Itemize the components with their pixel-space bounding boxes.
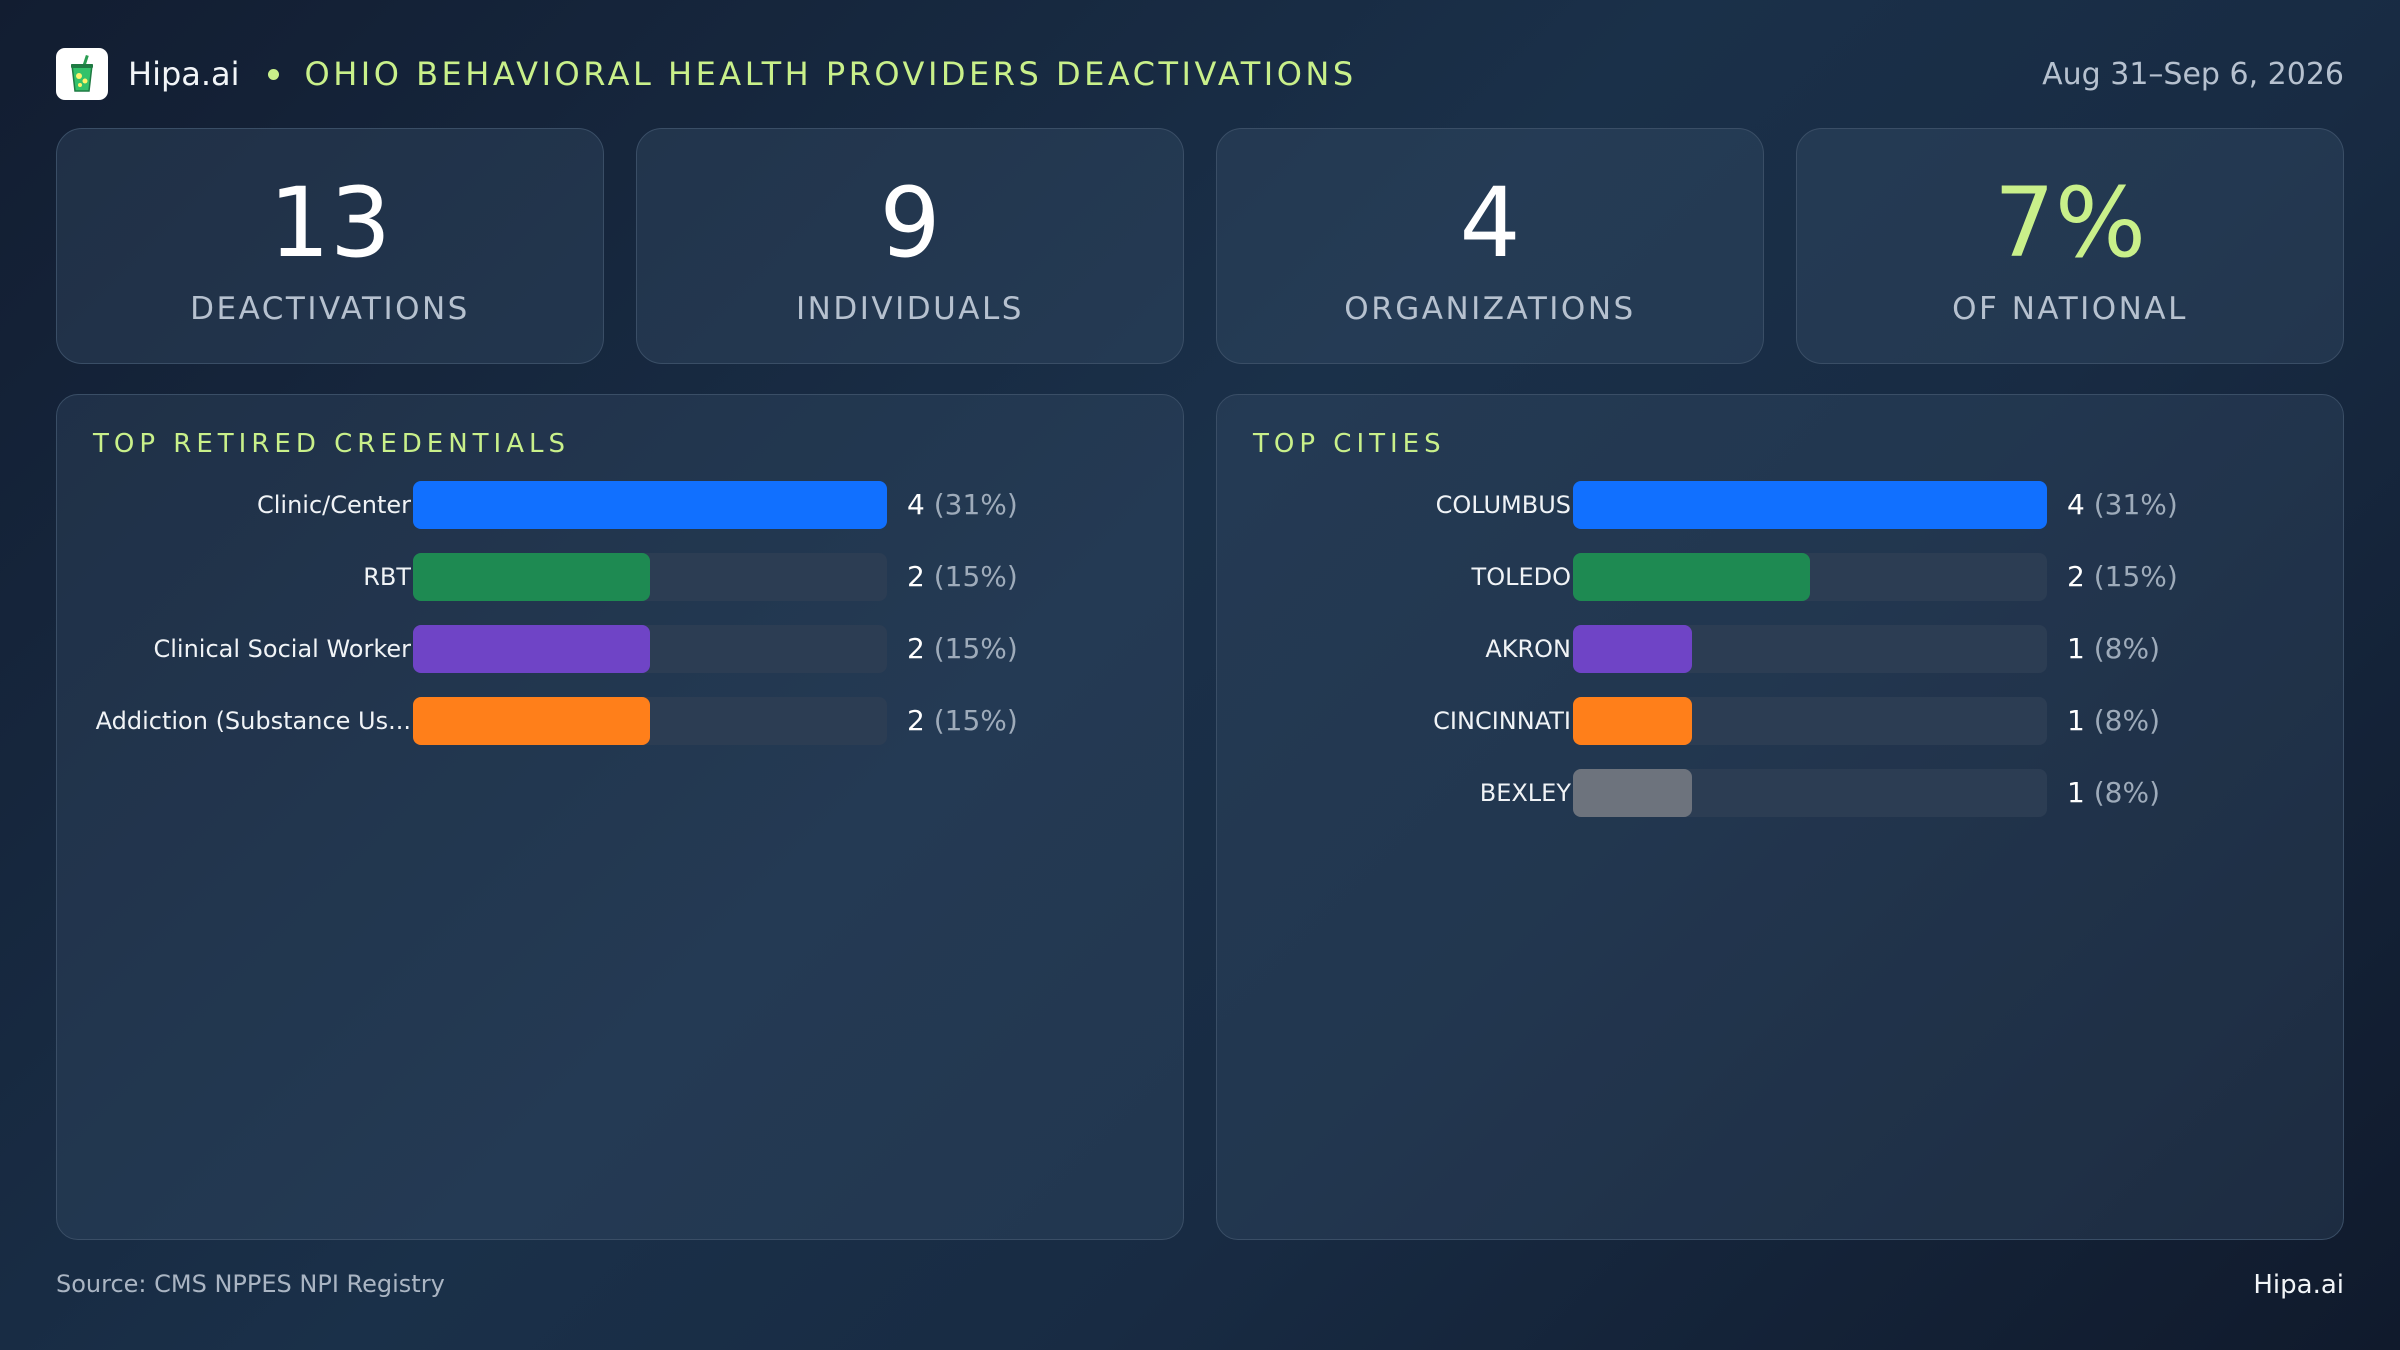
- bar-row: Clinical Social Worker 2 (15%): [57, 625, 1183, 673]
- bar: [413, 697, 650, 745]
- bar-track: [413, 481, 887, 529]
- bar-track: [1573, 769, 2047, 817]
- bar: [413, 553, 650, 601]
- separator-dot: [267, 68, 279, 80]
- page-title: OHIO BEHAVIORAL HEALTH PROVIDERS DEACTIV…: [304, 55, 1357, 93]
- bar-value-number: 1: [2067, 632, 2094, 665]
- bar: [1573, 697, 1692, 745]
- bar-value-number: 2: [2067, 560, 2094, 593]
- bar-value-number: 4: [907, 488, 934, 521]
- kpi-label: OF NATIONAL: [1952, 291, 2188, 327]
- bar-row: Clinic/Center 4 (31%): [57, 481, 1183, 529]
- bar-value-percent: (8%): [2093, 776, 2160, 809]
- bar-category-label: CINCINNATI: [1433, 707, 1571, 735]
- bar-value-percent: (15%): [933, 632, 1018, 665]
- bar-category-label: RBT: [363, 563, 411, 591]
- header: Hipa.ai OHIO BEHAVIORAL HEALTH PROVIDERS…: [56, 46, 2344, 102]
- bar-track: [1573, 697, 2047, 745]
- bar-row: Addiction (Substance Us... 2 (15%): [57, 697, 1183, 745]
- bar-value-percent: (15%): [933, 704, 1018, 737]
- bar: [1573, 625, 1692, 673]
- bar-category-label: COLUMBUS: [1435, 491, 1571, 519]
- bar-value-number: 2: [907, 704, 934, 737]
- bar-value-label: 1 (8%): [2067, 625, 2160, 673]
- bar-row: AKRON 1 (8%): [1217, 625, 2343, 673]
- kpi-card-deactivations: 13 DEACTIVATIONS: [56, 128, 604, 364]
- kpi-row: 13 DEACTIVATIONS 9 INDIVIDUALS 4 ORGANIZ…: [56, 128, 2344, 366]
- bar-value-label: 4 (31%): [907, 481, 1018, 529]
- bar: [413, 625, 650, 673]
- bar: [1573, 769, 1692, 817]
- bar: [1573, 481, 2047, 529]
- bar-value-percent: (31%): [2093, 488, 2178, 521]
- bar: [1573, 553, 1810, 601]
- bar-track: [1573, 625, 2047, 673]
- bar-value-percent: (15%): [2093, 560, 2178, 593]
- bar-value-label: 2 (15%): [907, 697, 1018, 745]
- bar-track: [1573, 481, 2047, 529]
- kpi-value: 4: [1459, 167, 1521, 279]
- brand-name: Hipa.ai: [128, 55, 240, 93]
- bar-category-label: Clinic/Center: [256, 491, 411, 519]
- bar-value-number: 2: [907, 632, 934, 665]
- bar-track: [413, 625, 887, 673]
- bar-value-percent: (31%): [933, 488, 1018, 521]
- bar-value-number: 1: [2067, 704, 2094, 737]
- kpi-value: 9: [879, 167, 941, 279]
- cup-drink-icon: [56, 48, 108, 100]
- bar-category-label: AKRON: [1485, 635, 1571, 663]
- bar-row: BEXLEY 1 (8%): [1217, 769, 2343, 817]
- bar-value-percent: (8%): [2093, 704, 2160, 737]
- source-note: Source: CMS NPPES NPI Registry: [56, 1270, 445, 1298]
- kpi-card-of-national: 7% OF NATIONAL: [1796, 128, 2344, 364]
- bar-row: CINCINNATI 1 (8%): [1217, 697, 2343, 745]
- bar-category-label: Addiction (Substance Us...: [95, 707, 411, 735]
- credentials-bar-chart: Clinic/Center 4 (31%) RBT 2 (15%) Clinical S…: [57, 481, 1183, 881]
- cities-bar-chart: COLUMBUS 4 (31%) TOLEDO 2 (15%) AKRON 1 (8%) C…: [1217, 481, 2343, 881]
- bar-track: [413, 697, 887, 745]
- bar-value-percent: (8%): [2093, 632, 2160, 665]
- kpi-value: 7%: [1993, 167, 2147, 279]
- bar-value-label: 2 (15%): [2067, 553, 2178, 601]
- footer-brand: Hipa.ai: [2253, 1270, 2344, 1300]
- bar-category-label: BEXLEY: [1479, 779, 1571, 807]
- kpi-label: ORGANIZATIONS: [1344, 291, 1636, 327]
- bar-value-label: 1 (8%): [2067, 769, 2160, 817]
- panel-title: TOP RETIRED CREDENTIALS: [93, 429, 570, 459]
- bar-row: TOLEDO 2 (15%): [1217, 553, 2343, 601]
- kpi-value: 13: [268, 167, 392, 279]
- bar-value-number: 2: [907, 560, 934, 593]
- bar-value-label: 2 (15%): [907, 625, 1018, 673]
- bar-track: [1573, 553, 2047, 601]
- kpi-label: INDIVIDUALS: [796, 291, 1024, 327]
- bar-row: COLUMBUS 4 (31%): [1217, 481, 2343, 529]
- bar-value-percent: (15%): [933, 560, 1018, 593]
- panel-top-cities: TOP CITIES COLUMBUS 4 (31%) TOLEDO 2 (15%) A…: [1216, 394, 2344, 1240]
- bar-track: [413, 553, 887, 601]
- bar-row: RBT 2 (15%): [57, 553, 1183, 601]
- bar-value-number: 4: [2067, 488, 2094, 521]
- bar-category-label: TOLEDO: [1471, 563, 1571, 591]
- panel-title: TOP CITIES: [1253, 429, 1446, 459]
- date-range: Aug 31–Sep 6, 2026: [2042, 56, 2344, 92]
- kpi-label: DEACTIVATIONS: [190, 291, 470, 327]
- bar-value-label: 4 (31%): [2067, 481, 2178, 529]
- bar-value-label: 2 (15%): [907, 553, 1018, 601]
- kpi-card-organizations: 4 ORGANIZATIONS: [1216, 128, 1764, 364]
- bar-category-label: Clinical Social Worker: [153, 635, 411, 663]
- bar-value-number: 1: [2067, 776, 2094, 809]
- bar-value-label: 1 (8%): [2067, 697, 2160, 745]
- panel-top-retired-credentials: TOP RETIRED CREDENTIALS Clinic/Center 4 (…: [56, 394, 1184, 1240]
- kpi-card-individuals: 9 INDIVIDUALS: [636, 128, 1184, 364]
- bar: [413, 481, 887, 529]
